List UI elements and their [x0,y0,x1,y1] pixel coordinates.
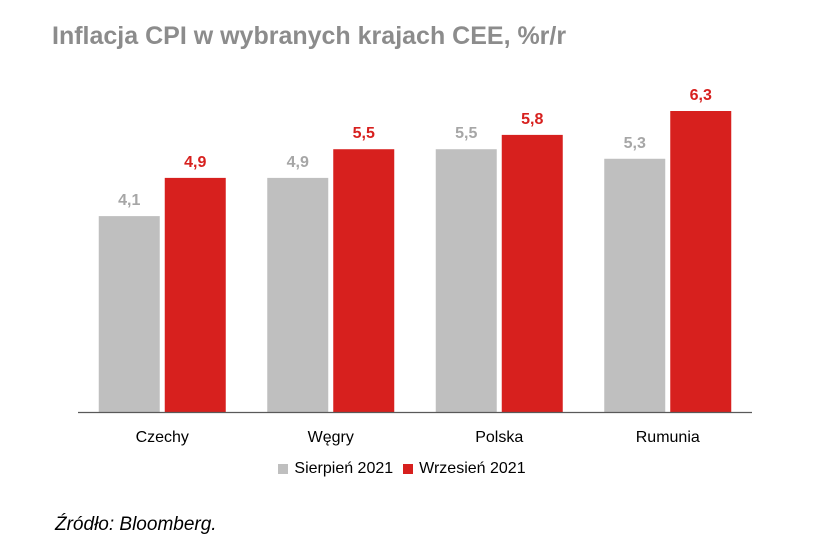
bar-rumunia-series-1 [670,111,732,412]
bar-polska-series-1 [501,134,563,412]
chart-title: Inflacja CPI w wybranych krajach CEE, %r… [52,22,567,50]
data-label-rumunia-series-0: 5,3 [624,135,646,152]
data-label-polska-series-0: 5,5 [455,125,477,142]
legend: Sierpień 2021 Wrzesień 2021 [0,460,814,478]
bar-czechy-series-1 [164,177,226,412]
data-label-węgry-series-0: 4,9 [287,154,309,171]
data-label-czechy-series-1: 4,9 [184,154,206,171]
legend-label-sierpien: Sierpień 2021 [294,460,394,477]
legend-label-wrzesien: Wrzesień 2021 [419,460,526,477]
bar-polska-series-0 [435,149,497,412]
source-note: Źródło: Bloomberg. [55,514,217,535]
x-tick-label-polska: Polska [475,429,523,446]
legend-item-sierpien: Sierpień 2021 [278,460,393,478]
legend-swatch-sierpien [278,464,289,474]
bar-czechy-series-0 [98,216,160,412]
data-label-rumunia-series-1: 6,3 [690,87,712,104]
x-tick-label-czechy: Czechy [136,429,189,446]
x-tick-label-rumunia: Rumunia [636,429,700,446]
data-label-polska-series-1: 5,8 [521,111,543,128]
bar-węgry-series-1 [333,149,395,412]
data-label-czechy-series-0: 4,1 [118,192,140,209]
data-label-węgry-series-1: 5,5 [353,125,375,142]
bar-węgry-series-0 [267,177,329,412]
legend-item-wrzesien: Wrzesień 2021 [403,460,526,478]
bar-rumunia-series-0 [604,158,666,412]
x-tick-label-węgry: Węgry [308,429,354,446]
legend-swatch-wrzesien [403,464,414,474]
